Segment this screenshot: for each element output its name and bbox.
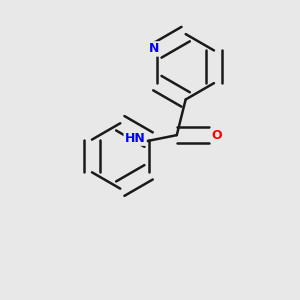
Text: O: O bbox=[212, 129, 222, 142]
Text: N: N bbox=[149, 42, 160, 56]
Text: HN: HN bbox=[125, 132, 146, 145]
